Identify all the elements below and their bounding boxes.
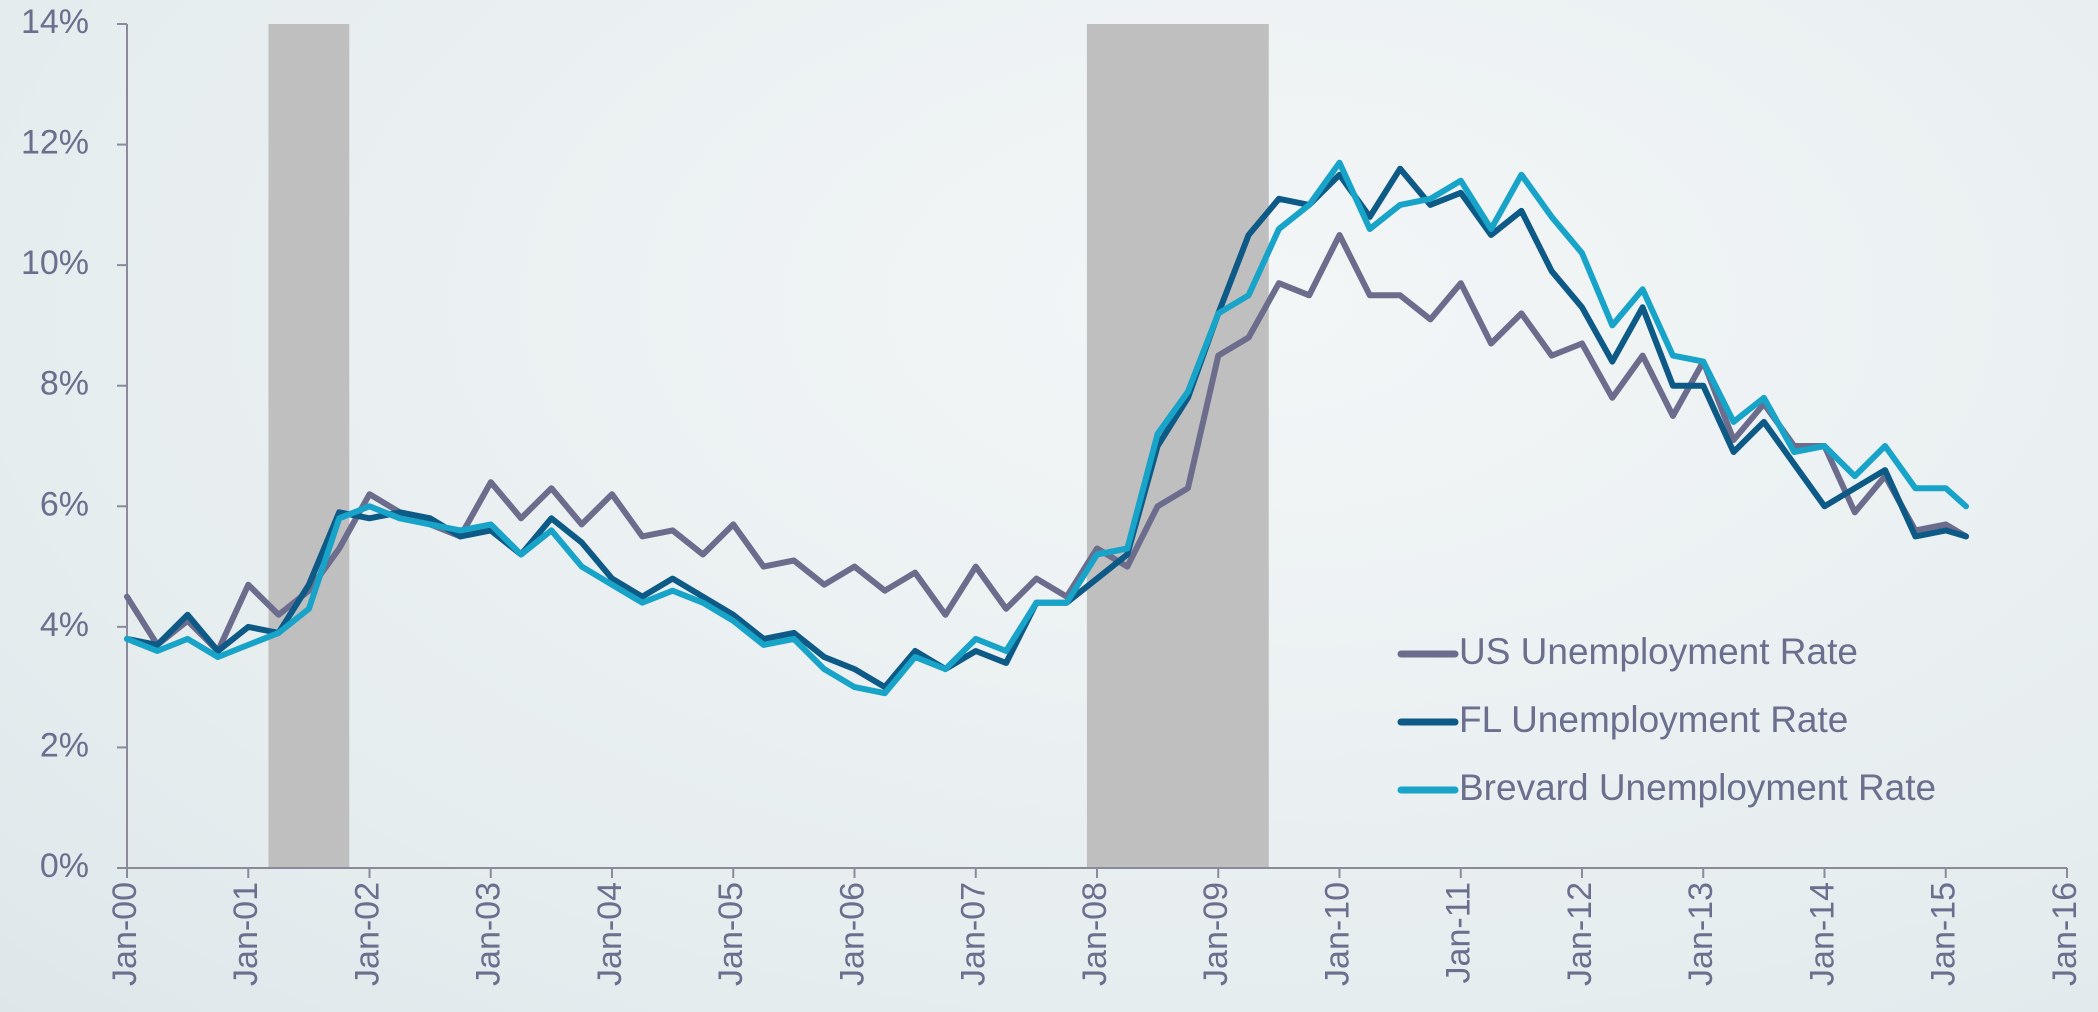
series-line [124, 159, 1969, 697]
y-tick-label: 8% [40, 365, 89, 403]
recession-band [268, 24, 350, 868]
x-tick-label: Jan-01 [227, 882, 265, 986]
x-tick-label: Jan-08 [1076, 882, 1114, 986]
legend-label: US Unemployment Rate [1459, 631, 1858, 672]
x-tick-label: Jan-07 [955, 882, 993, 986]
x-tick-label: Jan-11 [1440, 882, 1478, 983]
x-tick-label: Jan-05 [712, 882, 750, 986]
y-tick-label: 10% [21, 244, 89, 282]
legend-label: Brevard Unemployment Rate [1459, 767, 1936, 808]
x-tick-label: Jan-06 [833, 882, 871, 986]
y-tick-label: 6% [40, 485, 89, 523]
x-tick-label: Jan-12 [1561, 882, 1599, 986]
y-tick-label: 12% [21, 124, 89, 162]
x-tick-label: Jan-00 [106, 882, 144, 986]
x-tick-label: Jan-15 [1925, 882, 1963, 986]
legend-label: FL Unemployment Rate [1459, 699, 1848, 740]
x-tick-label: Jan-04 [591, 882, 629, 986]
x-tick-label: Jan-03 [470, 882, 508, 986]
y-tick-label: 2% [40, 726, 89, 764]
x-tick-label: Jan-13 [1682, 882, 1720, 986]
x-tick-label: Jan-02 [348, 882, 386, 986]
x-tick-label: Jan-09 [1197, 882, 1235, 986]
x-tick-label: Jan-16 [2046, 882, 2084, 986]
y-tick-label: 0% [40, 847, 89, 885]
x-tick-label: Jan-14 [1803, 882, 1841, 986]
series-line [124, 232, 1969, 654]
y-tick-label: 4% [40, 606, 89, 644]
recession-band [1086, 24, 1269, 868]
series-line [124, 165, 1969, 691]
x-tick-label: Jan-10 [1318, 882, 1356, 986]
y-tick-label: 14% [21, 3, 89, 41]
